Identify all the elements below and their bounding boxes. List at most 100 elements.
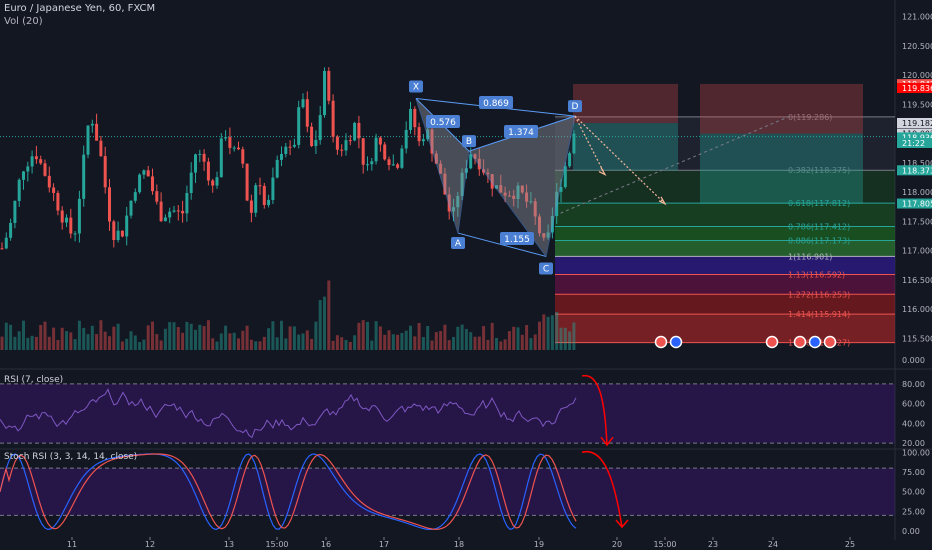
volume-bar (99, 320, 103, 350)
candle-body (288, 146, 292, 148)
volume-bar (335, 335, 339, 350)
ratio-badge (504, 125, 538, 138)
volume-bar (383, 334, 387, 350)
volume-bar (323, 296, 326, 350)
volume-bar (168, 322, 172, 350)
price-tick-label: 118.500 (902, 159, 932, 168)
candle-body (4, 237, 8, 249)
volume-bar (439, 331, 443, 350)
volume-bar (52, 327, 56, 350)
rsi-title[interactable]: RSI (7, close) (4, 375, 64, 385)
volume-bar (361, 320, 365, 350)
candle-body (391, 164, 395, 166)
candle-body (413, 108, 417, 128)
volume-bar (378, 326, 382, 350)
volume-bar (563, 327, 567, 350)
rsi-pane (0, 375, 895, 447)
stoch-tick-label: 50.00 (902, 488, 925, 497)
candle-body (108, 187, 111, 222)
rsi-tick-label: 20.00 (902, 439, 925, 448)
stoch-rsi-title[interactable]: Stoch RSI (3, 3, 14, 14, close) (4, 452, 138, 462)
point-label: A (455, 239, 462, 249)
candle-body (499, 185, 503, 193)
candle-body (146, 170, 150, 177)
candle-body (267, 199, 271, 206)
harmonic-pattern: 0.869 0.576 1.374 1.155 X A B C D (409, 80, 582, 275)
ratio-label: 1.374 (508, 128, 534, 138)
candle-body (318, 115, 322, 141)
candle-body (353, 122, 357, 141)
fib-level-label: 0.618(117.812) (788, 199, 850, 208)
time-axis: 11 12 13 15:00 16 17 18 19 20 15:00 23 24 25 (67, 537, 855, 549)
volume-bar (318, 300, 322, 350)
candle-body (525, 192, 529, 202)
candle-body (275, 159, 279, 178)
candle-body (194, 154, 197, 173)
volume-bar (211, 338, 215, 350)
ratio-badge (426, 115, 460, 128)
volume-bar (65, 331, 68, 350)
candle-body (533, 201, 537, 217)
price-tick-label: 121.000 (902, 13, 932, 22)
volume-bar (60, 327, 64, 350)
volume-bar (22, 320, 25, 350)
volume-indicator-label[interactable]: Vol (20) (4, 16, 43, 27)
volume-bar (464, 329, 468, 350)
projection-arrow (574, 115, 666, 205)
fib-zone (555, 203, 895, 227)
candle-body (129, 200, 133, 216)
volume-bar (219, 333, 223, 350)
candle-body (555, 191, 559, 217)
volume-bar (525, 325, 529, 350)
candle-body (396, 164, 400, 168)
event-badges (654, 335, 837, 349)
candle-body (464, 168, 468, 173)
candle-body (417, 127, 421, 142)
volume-bar (512, 326, 516, 350)
fib-level-label: 1.13(116.592) (788, 270, 845, 279)
candle-body (292, 144, 296, 147)
rsi-arrow-head (600, 436, 614, 447)
volume-bar (47, 336, 51, 350)
price-tick-label: 116.000 (902, 305, 932, 314)
candle-body (477, 158, 481, 170)
point-badge (451, 237, 465, 250)
fib-zone (555, 314, 895, 343)
symbol-title[interactable]: Euro / Japanese Yen, 60, FXCM (4, 3, 156, 14)
time-tick-label: 25 (845, 540, 855, 549)
price-tick-label: 116.500 (902, 276, 932, 285)
candle-body (520, 185, 524, 193)
time-tick-label: 13 (224, 540, 234, 549)
candle-body (568, 153, 572, 167)
fib-level-label: 0(119.286) (788, 113, 832, 122)
volume-bar (391, 334, 395, 350)
trend-line (554, 115, 791, 216)
price-axis: 121.000120.500120.000119.500119.000118.5… (897, 13, 932, 536)
stoch-band (0, 468, 895, 516)
candle-body (387, 159, 391, 165)
volume-bar (198, 324, 202, 350)
volume-bar (495, 337, 498, 350)
volume-bar (292, 326, 296, 350)
volume-bar (30, 335, 34, 350)
price-marker-label: 118.936 (902, 133, 932, 142)
arrow-head (598, 167, 607, 176)
candle-body (516, 185, 520, 199)
stoch-annotation-arrow (581, 450, 623, 528)
candle-body (99, 140, 103, 157)
candle-body (163, 217, 167, 222)
event-badge-icon (793, 335, 807, 349)
candle-body (335, 136, 339, 150)
volume-bar (400, 332, 404, 350)
volume-bar (529, 338, 533, 350)
time-tick-label: 20 (612, 540, 622, 549)
candle-body (404, 129, 408, 149)
volume-bar (26, 337, 30, 350)
time-tick-label: 15:00 (265, 540, 288, 549)
volume-bar (9, 324, 13, 350)
volume-bar (417, 322, 421, 350)
volume-bar (43, 321, 47, 350)
candle-body (460, 172, 464, 196)
volume-bar (95, 334, 99, 350)
